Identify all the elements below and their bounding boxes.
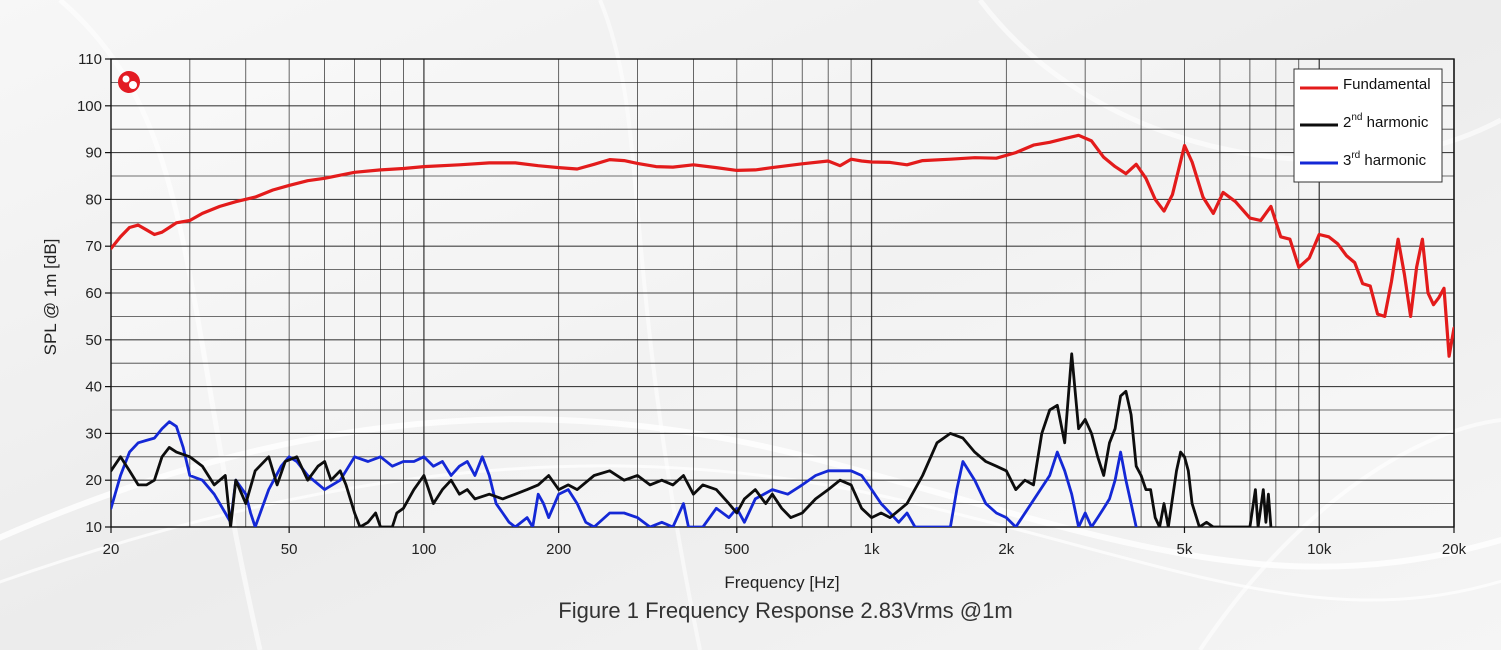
grid [110, 58, 1455, 528]
y-tick-label: 100 [77, 98, 102, 115]
x-tick-label: 20k [1442, 541, 1467, 558]
x-tick-label: 200 [546, 541, 571, 558]
legend-label-fundamental: Fundamental [1343, 76, 1431, 93]
brand-logo-icon [118, 71, 140, 93]
y-tick-label: 70 [85, 238, 102, 255]
y-tick-label: 40 [85, 379, 102, 396]
x-tick-label: 5k [1177, 541, 1193, 558]
x-tick-label: 500 [724, 541, 749, 558]
x-axis-title: Frequency [Hz] [724, 573, 839, 592]
y-tick-label: 10 [85, 519, 102, 536]
x-tick-label: 2k [998, 541, 1014, 558]
figure-caption: Figure 1 Frequency Response 2.83Vrms @1m [558, 598, 1013, 623]
series-line-harmonic3 [111, 420, 1138, 527]
axes: 20 50 100 200 500 1k 2k 5k 10k 20k102030405060708… [77, 51, 1467, 558]
legend-label-2nd-harmonic: 2nd harmonic [1343, 112, 1429, 131]
series-line-fundamental [111, 133, 1454, 358]
x-tick-label: 10k [1307, 541, 1332, 558]
series-lines [111, 133, 1454, 527]
x-tick-label: 20 [103, 541, 120, 558]
y-axis-title: SPL @ 1m [dB] [41, 239, 60, 356]
y-tick-label: 90 [85, 145, 102, 162]
series-line-harmonic2 [111, 352, 1273, 527]
y-tick-label: 20 [85, 472, 102, 489]
x-tick-label: 50 [281, 541, 298, 558]
y-tick-label: 60 [85, 285, 102, 302]
y-tick-label: 30 [85, 425, 102, 442]
x-tick-label: 100 [411, 541, 436, 558]
y-tick-label: 50 [85, 332, 102, 349]
legend-label-3rd-harmonic: 3rd harmonic [1343, 150, 1427, 169]
chart-legend: Fundamental 2nd harmonic 3rd harmonic [1293, 68, 1443, 183]
y-tick-label: 110 [78, 51, 102, 68]
x-tick-label: 1k [864, 541, 880, 558]
y-tick-label: 80 [85, 191, 102, 208]
